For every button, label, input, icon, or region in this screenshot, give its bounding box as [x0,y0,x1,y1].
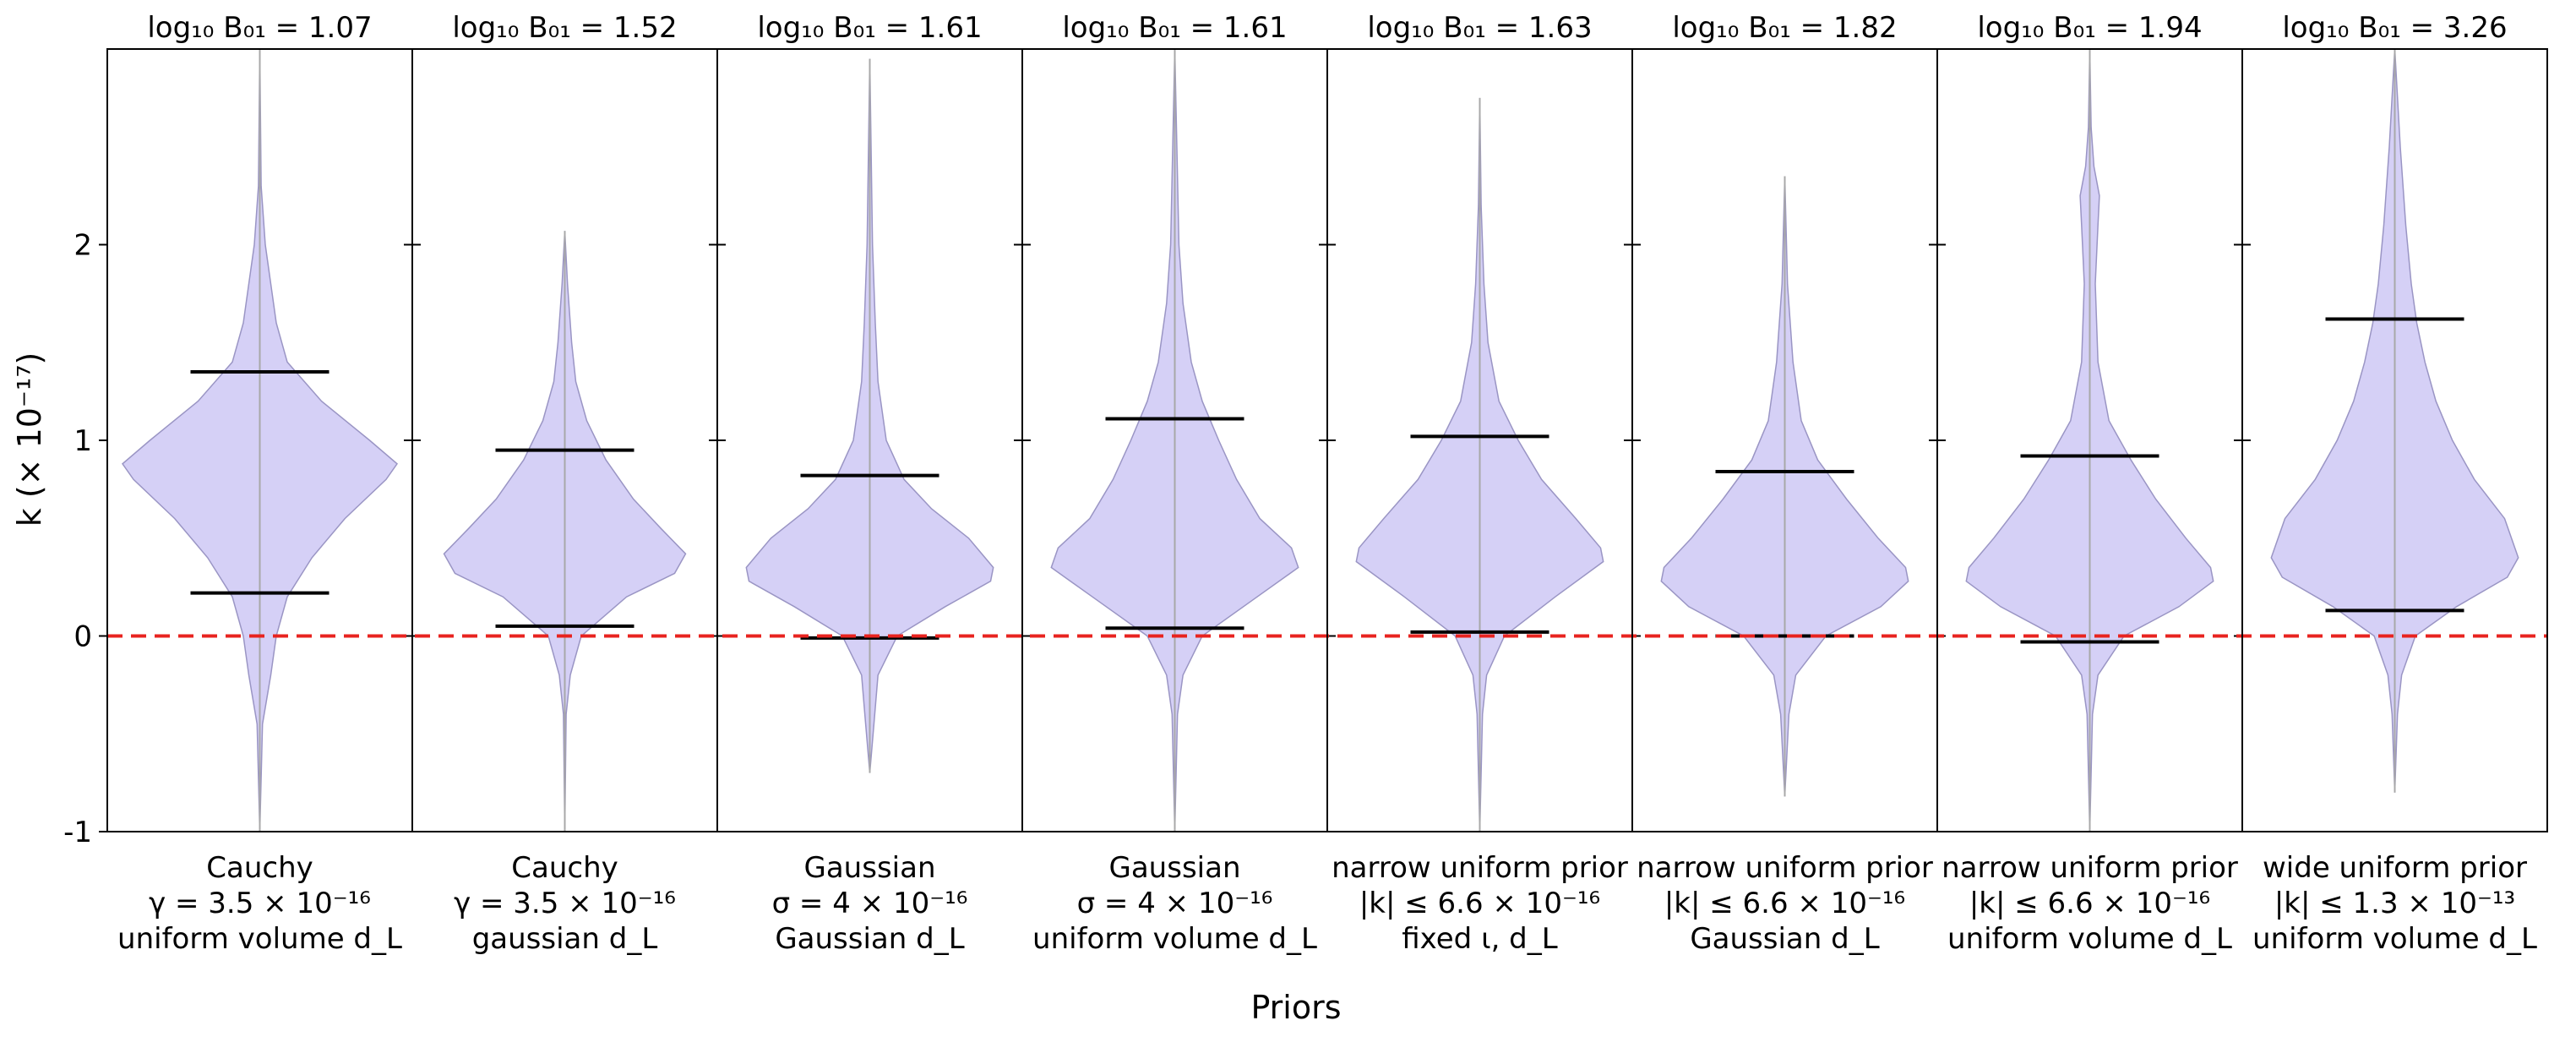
prior-label: fixed ι, d_L [1402,922,1558,956]
y-tick-label: 0 [74,620,92,654]
prior-label: γ = 3.5 × 10⁻¹⁶ [149,887,371,920]
prior-label: Gaussian [804,851,936,885]
panel-title: log₁₀ B₀₁ = 1.63 [1367,11,1592,45]
prior-label: uniform volume d_L [1032,922,1317,956]
y-tick-label: -1 [63,816,92,849]
prior-label: uniform volume d_L [1947,922,2232,956]
prior-label: Cauchy [511,851,618,885]
y-tick-label: 2 [74,229,92,263]
prior-label: Gaussian d_L [1690,922,1879,956]
prior-label: narrow uniform prior [1637,851,1933,885]
prior-label: gaussian d_L [472,922,658,956]
prior-label: γ = 3.5 × 10⁻¹⁶ [454,887,676,920]
panel-title: log₁₀ B₀₁ = 1.94 [1977,11,2202,45]
x-axis-label: Priors [1250,989,1341,1026]
prior-label: Cauchy [206,851,313,885]
prior-label: |k| ≤ 6.6 × 10⁻¹⁶ [1359,887,1600,920]
prior-label: narrow uniform prior [1332,851,1628,885]
prior-label: uniform volume d_L [2252,922,2537,956]
y-tick-label: 1 [74,424,92,458]
panel-title: log₁₀ B₀₁ = 1.07 [147,11,372,45]
y-axis-label: k (× 10⁻¹⁷) [11,352,48,527]
prior-label: |k| ≤ 1.3 × 10⁻¹³ [2274,887,2515,920]
panel-title: log₁₀ B₀₁ = 3.26 [2282,11,2507,45]
panel-title: log₁₀ B₀₁ = 1.61 [757,11,982,45]
panel-title: log₁₀ B₀₁ = 1.61 [1062,11,1287,45]
prior-label: |k| ≤ 6.6 × 10⁻¹⁶ [1969,887,2210,920]
panel-frame [2241,48,2548,832]
prior-label: σ = 4 × 10⁻¹⁶ [772,887,968,920]
prior-label: uniform volume d_L [117,922,402,956]
prior-label: Gaussian d_L [775,922,964,956]
prior-label: |k| ≤ 6.6 × 10⁻¹⁶ [1664,887,1905,920]
panel-title: log₁₀ B₀₁ = 1.52 [452,11,677,45]
prior-label: σ = 4 × 10⁻¹⁶ [1077,887,1273,920]
prior-label: Gaussian [1109,851,1241,885]
prior-label: wide uniform prior [2263,851,2527,885]
panel-title: log₁₀ B₀₁ = 1.82 [1672,11,1897,45]
prior-label: narrow uniform prior [1942,851,2238,885]
